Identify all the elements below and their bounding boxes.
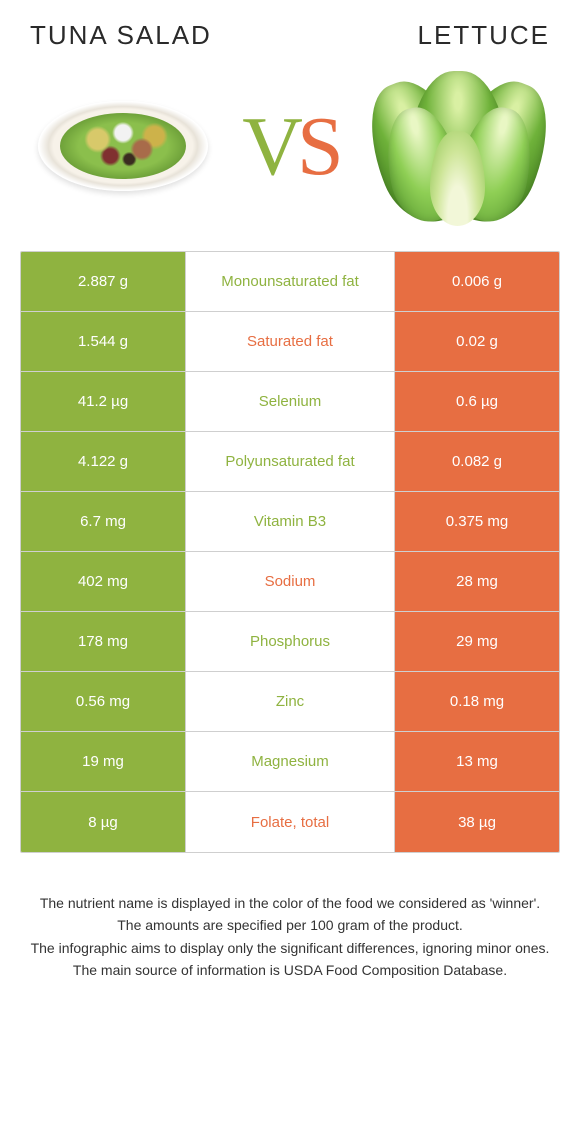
hero-row: VS: [20, 61, 560, 251]
nutrient-name: Magnesium: [186, 732, 394, 791]
left-value: 178 mg: [21, 612, 186, 671]
table-row: 6.7 mgVitamin B30.375 mg: [21, 492, 559, 552]
note-winner-color: The nutrient name is displayed in the co…: [30, 893, 550, 913]
left-value: 19 mg: [21, 732, 186, 791]
nutrient-name: Phosphorus: [186, 612, 394, 671]
nutrient-name: Selenium: [186, 372, 394, 431]
lettuce-icon: [370, 59, 545, 234]
table-row: 178 mgPhosphorus29 mg: [21, 612, 559, 672]
salad-plate-icon: [38, 101, 208, 191]
table-row: 2.887 gMonounsaturated fat0.006 g: [21, 252, 559, 312]
right-value: 0.02 g: [394, 312, 559, 371]
nutrient-name: Sodium: [186, 552, 394, 611]
header-row: TUNA SALAD LETTUCE: [20, 20, 560, 61]
left-value: 402 mg: [21, 552, 186, 611]
left-value: 4.122 g: [21, 432, 186, 491]
vs-label: VS: [242, 98, 337, 195]
left-value: 0.56 mg: [21, 672, 186, 731]
note-per-100g: The amounts are specified per 100 gram o…: [30, 915, 550, 935]
lettuce-image: [365, 66, 550, 226]
table-row: 402 mgSodium28 mg: [21, 552, 559, 612]
right-value: 0.006 g: [394, 252, 559, 311]
right-value: 0.375 mg: [394, 492, 559, 551]
nutrient-name: Zinc: [186, 672, 394, 731]
left-value: 1.544 g: [21, 312, 186, 371]
tuna-salad-image: [30, 66, 215, 226]
note-significant-only: The infographic aims to display only the…: [30, 938, 550, 958]
left-value: 6.7 mg: [21, 492, 186, 551]
table-row: 41.2 µgSelenium0.6 µg: [21, 372, 559, 432]
table-row: 8 µgFolate, total38 µg: [21, 792, 559, 852]
right-value: 0.6 µg: [394, 372, 559, 431]
nutrient-name: Polyunsaturated fat: [186, 432, 394, 491]
infographic-container: TUNA SALAD LETTUCE VS 2.887 gMonounsatur…: [0, 0, 580, 1144]
left-food-title: TUNA SALAD: [30, 20, 212, 51]
nutrient-name: Monounsaturated fat: [186, 252, 394, 311]
table-row: 0.56 mgZinc0.18 mg: [21, 672, 559, 732]
table-row: 19 mgMagnesium13 mg: [21, 732, 559, 792]
nutrient-name: Vitamin B3: [186, 492, 394, 551]
table-row: 1.544 gSaturated fat0.02 g: [21, 312, 559, 372]
left-value: 2.887 g: [21, 252, 186, 311]
right-value: 38 µg: [394, 792, 559, 852]
right-value: 13 mg: [394, 732, 559, 791]
nutrient-name: Saturated fat: [186, 312, 394, 371]
footer-notes: The nutrient name is displayed in the co…: [20, 853, 560, 980]
vs-v-letter: V: [242, 98, 297, 195]
nutrient-name: Folate, total: [186, 792, 394, 852]
right-value: 28 mg: [394, 552, 559, 611]
left-value: 41.2 µg: [21, 372, 186, 431]
note-source: The main source of information is USDA F…: [30, 960, 550, 980]
vs-s-letter: S: [297, 98, 338, 195]
right-value: 29 mg: [394, 612, 559, 671]
right-value: 0.18 mg: [394, 672, 559, 731]
right-food-title: LETTUCE: [418, 20, 550, 51]
nutrient-table: 2.887 gMonounsaturated fat0.006 g1.544 g…: [20, 251, 560, 853]
right-value: 0.082 g: [394, 432, 559, 491]
table-row: 4.122 gPolyunsaturated fat0.082 g: [21, 432, 559, 492]
left-value: 8 µg: [21, 792, 186, 852]
